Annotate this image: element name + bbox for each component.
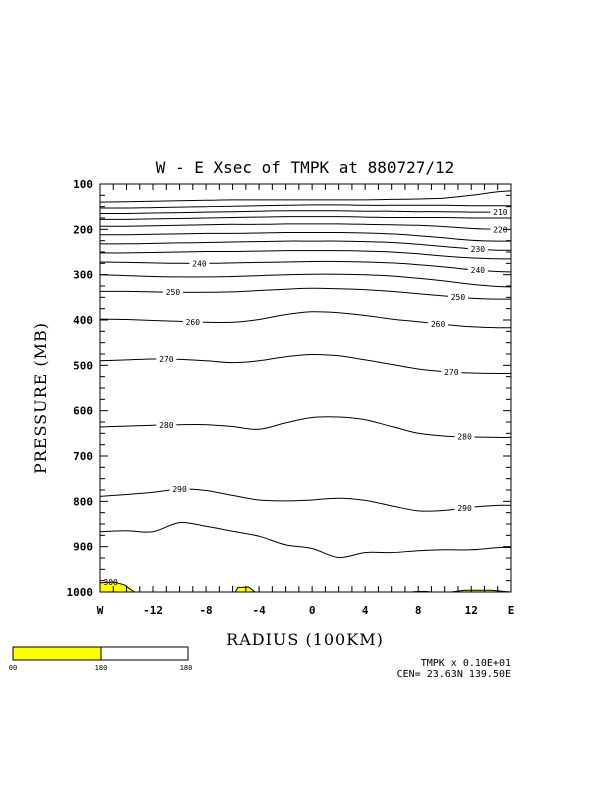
y-tick-label: 800 (73, 495, 93, 508)
plot-frame (99, 183, 512, 593)
y-tick-label: 500 (73, 359, 93, 372)
contour-line (99, 231, 512, 242)
contour-label: 240 (192, 259, 207, 268)
x-tick-label: -12 (143, 604, 163, 617)
contour-label: 260 (431, 320, 446, 329)
colorbar-fill-segment (12, 646, 102, 661)
contour-label: 290 (457, 504, 472, 513)
contour-label-background (189, 259, 210, 268)
scale-factor-text: TMPK x 0.10E+01 (421, 658, 511, 669)
contour-label-background (162, 288, 183, 297)
y-axis-tick-labels: 100 200 300 400 500 600 700 800 900 1000 (67, 178, 94, 599)
y-tick-label: 300 (73, 269, 93, 282)
y-tick-label: 200 (73, 223, 93, 236)
colorbar-empty-segment (100, 646, 189, 661)
contour-label-background (428, 319, 449, 328)
y-tick-label: 700 (73, 450, 93, 463)
contour-line (99, 311, 512, 329)
x-tick-label: E (508, 604, 515, 617)
chart-title: W - E Xsec of TMPK at 880727/12 (156, 158, 455, 177)
contour-label-background (156, 420, 177, 429)
contour-line (99, 240, 512, 251)
contour-label: 240 (471, 266, 486, 275)
contour-label: 270 (444, 368, 459, 377)
contour-line (99, 488, 512, 512)
contour-label-background (490, 208, 511, 217)
x-axis-tick-labels: W -12 -8 -4 0 4 8 12 E (97, 604, 515, 617)
contour-label: 280 (159, 421, 174, 430)
contour-label: 260 (186, 318, 201, 327)
x-axis-label: RADIUS (100KM) (226, 630, 384, 649)
x-tick-label: 4 (362, 604, 369, 617)
contour-line (99, 216, 511, 220)
contour-label-background (467, 266, 488, 275)
axis-ticks (100, 184, 511, 592)
y-tick-label: 1000 (67, 586, 94, 599)
center-coordinates-text: CEN= 23.63N 139.50E (397, 669, 511, 680)
contour-label: 250 (451, 293, 466, 302)
contour-label-background (182, 317, 203, 326)
contour-label-background (454, 504, 475, 513)
contour-line (99, 521, 512, 559)
colorbar: 00 180 180 (9, 646, 193, 672)
contour-label-background (467, 245, 488, 254)
contour-line (100, 223, 512, 230)
x-tick-label: 8 (415, 604, 422, 617)
colorbar-label: 180 (95, 664, 108, 672)
contour-label: 290 (172, 485, 187, 494)
y-axis-label: PRESSURE (MB) (31, 322, 50, 474)
contour-label-background (441, 368, 462, 377)
fill-region (234, 586, 257, 593)
x-tick-label: -8 (199, 604, 212, 617)
contour-line (99, 250, 512, 260)
fill-region-label: 300 (103, 578, 118, 587)
y-tick-label: 600 (73, 405, 93, 418)
x-tick-label: W (97, 604, 104, 617)
y-tick-label: 400 (73, 314, 93, 327)
x-tick-label: -4 (252, 604, 266, 617)
y-tick-label: 100 (73, 178, 93, 191)
contour-label-background (490, 225, 511, 234)
y-tick-label: 900 (73, 541, 93, 554)
colorbar-label: 180 (180, 664, 193, 672)
contour-line (100, 210, 511, 214)
contour-label: 280 (457, 433, 472, 442)
fill-regions: 300 (99, 578, 512, 593)
contour-line (99, 260, 512, 273)
contour-label-background (447, 293, 468, 302)
contour-label-background (454, 432, 475, 441)
contour-label: 250 (166, 288, 181, 297)
colorbar-label: 00 (9, 664, 17, 672)
x-tick-label: 0 (309, 604, 316, 617)
contour-label: 270 (159, 355, 174, 364)
contour-label-background (156, 355, 177, 364)
contour-line (99, 190, 512, 203)
x-tick-label: 12 (465, 604, 478, 617)
contour-line (99, 204, 511, 209)
contour-label: 210 (493, 208, 508, 217)
contour-lines: 210 220 230 240 240 250 250 260 260 270 270 280 280 2… (99, 190, 512, 559)
contour-label: 220 (493, 225, 508, 234)
contour-label: 230 (471, 245, 486, 254)
contour-line (99, 273, 512, 288)
contour-label-background (169, 485, 190, 494)
